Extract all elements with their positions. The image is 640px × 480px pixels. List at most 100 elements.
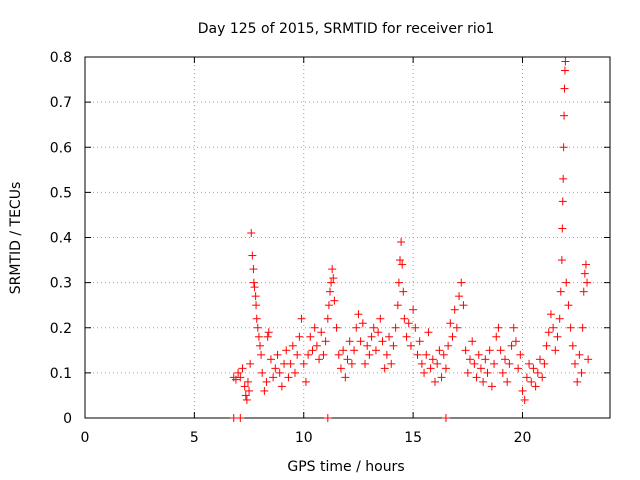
data-point	[247, 228, 256, 237]
data-point	[562, 278, 571, 287]
data-point	[391, 323, 400, 332]
data-point	[312, 341, 321, 350]
data-point	[522, 373, 531, 382]
data-point	[304, 350, 313, 359]
data-point	[560, 84, 569, 93]
data-point	[371, 346, 380, 355]
data-point	[264, 328, 273, 337]
x-tick-label: 20	[514, 430, 532, 446]
data-point	[336, 364, 345, 373]
data-point	[301, 377, 310, 386]
data-point	[240, 382, 249, 391]
data-point	[361, 359, 369, 368]
data-point	[549, 323, 558, 332]
data-point	[527, 377, 536, 386]
data-point	[583, 278, 592, 287]
data-point	[328, 265, 337, 274]
data-point	[516, 350, 525, 359]
data-point	[385, 332, 394, 341]
data-point	[558, 224, 567, 233]
data-point	[446, 319, 455, 328]
data-point	[406, 341, 415, 350]
data-point	[559, 143, 568, 152]
x-tick-label: 10	[295, 430, 313, 446]
data-point	[260, 386, 269, 395]
data-point	[306, 332, 315, 341]
data-point	[256, 341, 264, 350]
data-point	[494, 323, 503, 332]
data-point	[459, 301, 468, 310]
data-point	[558, 197, 567, 206]
data-point	[561, 57, 570, 66]
data-point	[251, 292, 260, 301]
data-point	[487, 382, 496, 391]
data-point	[404, 319, 413, 328]
data-point	[241, 391, 250, 400]
data-point	[258, 368, 267, 377]
data-point	[437, 373, 446, 382]
data-point	[577, 368, 586, 377]
data-point	[428, 355, 437, 364]
data-point	[468, 337, 477, 346]
data-point	[479, 377, 488, 386]
data-point	[431, 377, 439, 386]
data-point	[243, 377, 252, 386]
data-point	[559, 174, 568, 183]
data-point	[246, 359, 255, 368]
data-point	[553, 332, 562, 341]
data-point	[472, 373, 481, 382]
data-point	[284, 373, 293, 382]
data-point	[341, 373, 350, 382]
data-point	[411, 323, 420, 332]
data-point	[474, 350, 483, 359]
data-point	[470, 359, 479, 368]
y-tick-label: 0.7	[50, 95, 72, 111]
data-point	[332, 323, 341, 332]
data-point	[579, 287, 588, 296]
data-point	[389, 341, 398, 350]
y-tick-label: 0.1	[50, 366, 72, 382]
data-point	[299, 359, 308, 368]
data-point	[236, 414, 245, 422]
data-points	[229, 57, 593, 422]
data-point	[315, 355, 324, 364]
data-point	[544, 328, 553, 337]
data-point	[269, 373, 278, 382]
data-point	[394, 278, 403, 287]
data-point	[231, 375, 240, 384]
data-point	[396, 256, 404, 265]
data-point	[584, 355, 593, 364]
data-point	[556, 287, 565, 296]
data-point	[417, 359, 426, 368]
data-point	[573, 377, 582, 386]
x-tick-labels: 0 5 10 15 20	[81, 430, 532, 446]
y-tick-label: 0.6	[50, 140, 72, 156]
x-tick-label: 0	[81, 430, 90, 446]
data-point	[254, 332, 263, 341]
data-point	[575, 350, 584, 359]
data-point	[339, 346, 348, 355]
data-point	[485, 346, 494, 355]
data-point	[426, 364, 435, 373]
data-point	[580, 269, 589, 278]
data-point	[540, 359, 549, 368]
data-point	[291, 368, 299, 377]
data-point	[248, 251, 257, 260]
data-point	[399, 287, 408, 296]
data-point	[441, 414, 450, 422]
data-point	[249, 278, 258, 287]
data-point	[354, 310, 363, 319]
data-point	[514, 364, 523, 373]
data-point	[252, 301, 261, 310]
data-point	[439, 350, 448, 359]
data-point	[393, 301, 402, 310]
data-point	[234, 368, 243, 377]
data-point	[369, 323, 378, 332]
data-point	[452, 323, 461, 332]
data-point	[551, 346, 560, 355]
data-point	[564, 301, 573, 310]
data-point	[492, 332, 501, 341]
data-point	[557, 256, 566, 265]
data-point	[323, 314, 332, 323]
